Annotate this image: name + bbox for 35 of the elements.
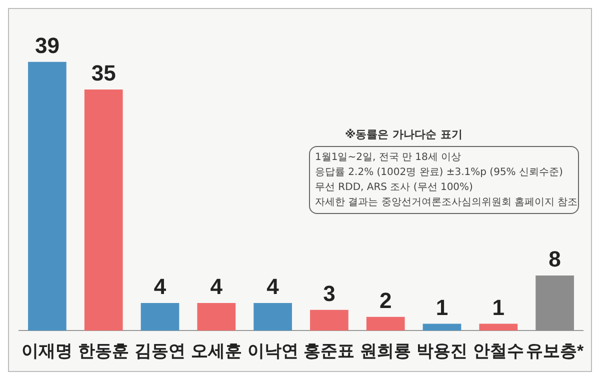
x-tick-label: 원희룡 <box>360 341 412 360</box>
bar <box>366 316 405 331</box>
data-label: 3 <box>323 280 336 306</box>
data-label: 4 <box>210 274 224 300</box>
data-label: 4 <box>266 274 280 300</box>
bar <box>422 324 462 331</box>
annotation: ※동률은 가나다순 표기 <box>345 127 464 142</box>
x-tick-label: 이재명 <box>22 341 73 360</box>
bar <box>479 324 518 331</box>
x-tick-label: 안철수 <box>472 341 524 360</box>
bar <box>28 62 66 331</box>
x-tick-label: 박용진 <box>416 341 468 360</box>
x-tick-label: 오세훈 <box>190 341 242 360</box>
x-tick-label: 김동연 <box>134 341 186 360</box>
x-tick-label: 한동훈 <box>78 341 130 360</box>
bar <box>254 303 292 331</box>
annotation: 응답률 2.2% (1002명 완료) ±3.1%p (95% 신뢰수준) <box>315 166 564 180</box>
annotation: 무선 RDD, ARS 조사 (무선 100%) <box>315 181 474 195</box>
bar <box>536 275 574 331</box>
data-label: 39 <box>34 32 60 58</box>
data-label: 2 <box>379 288 392 313</box>
data-label: 35 <box>91 60 116 86</box>
bar <box>310 310 348 331</box>
annotation: 1월1일~2일, 전국 만 18세 이상 <box>315 151 462 165</box>
annotation: 자세한 결과는 중앙선거여론조사심의위원회 홈페이지 참조 <box>315 196 578 210</box>
data-label: 1 <box>436 294 448 320</box>
x-tick-label: 홍준표 <box>304 341 355 360</box>
bar <box>84 89 123 331</box>
data-label: 1 <box>492 294 505 320</box>
x-tick-label: 이낙연 <box>247 341 298 360</box>
bar <box>197 303 236 331</box>
bar <box>140 303 180 331</box>
data-label: 8 <box>548 246 561 272</box>
x-tick-label: 유보층* <box>526 341 584 360</box>
data-label: 4 <box>154 274 167 300</box>
